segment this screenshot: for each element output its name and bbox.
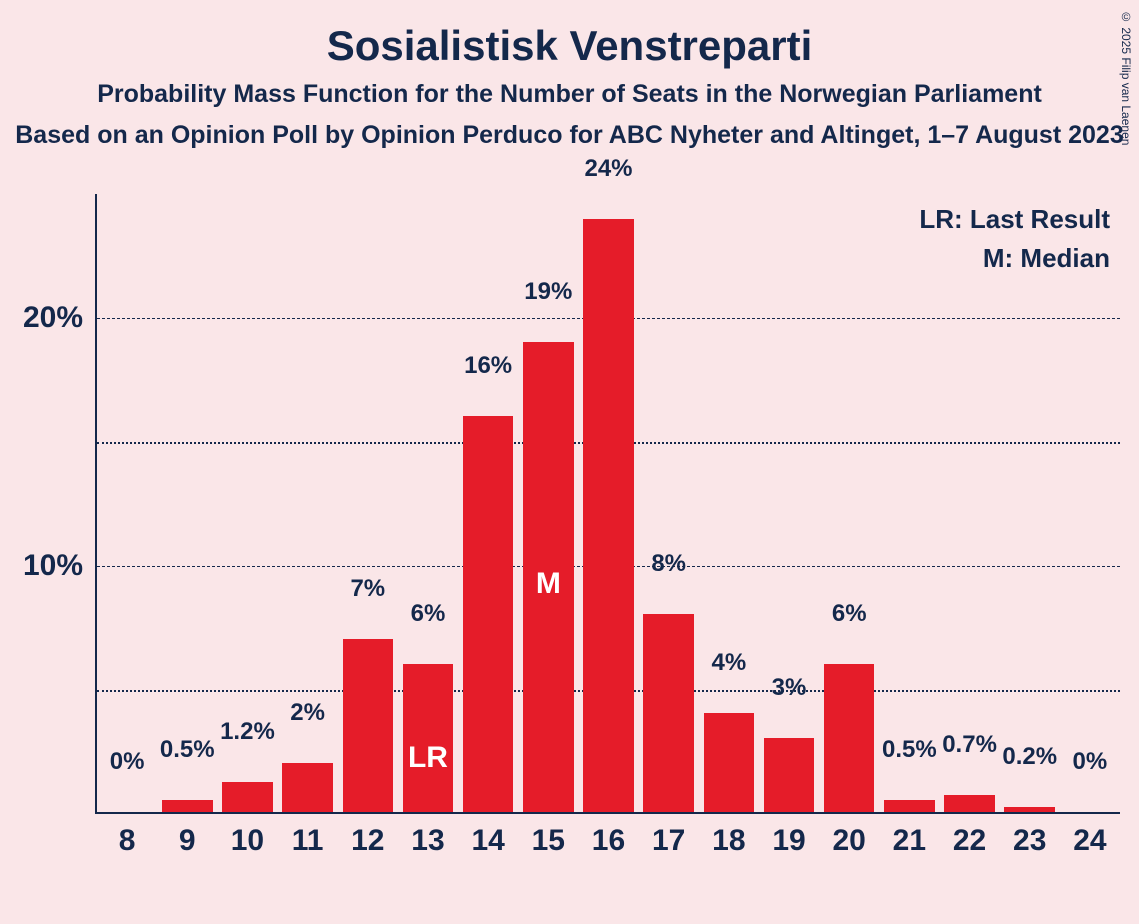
x-tick-label: 19 xyxy=(759,812,819,858)
bar-slot: 8%17 xyxy=(639,194,699,812)
bar-slot: 0.5%21 xyxy=(879,194,939,812)
bar-slot: 19%M15 xyxy=(518,194,578,812)
bar-slot: 3%19 xyxy=(759,194,819,812)
bar-slot: 6%LR13 xyxy=(398,194,458,812)
bar-value-label: 0% xyxy=(1060,748,1120,780)
bar-value-label: 0% xyxy=(97,748,157,780)
bar-lr-label: LR xyxy=(398,741,458,775)
bar-value-label: 4% xyxy=(699,649,759,681)
bar-value-label: 2% xyxy=(278,699,338,731)
x-tick-label: 10 xyxy=(217,812,277,858)
bar xyxy=(824,664,875,812)
bar xyxy=(704,713,755,812)
x-tick-label: 13 xyxy=(398,812,458,858)
bar-slot: 7%12 xyxy=(338,194,398,812)
bar xyxy=(944,795,995,812)
bar-value-label: 1.2% xyxy=(217,718,277,750)
bar-value-label: 0.7% xyxy=(939,731,999,763)
bar-slot: 0.7%22 xyxy=(939,194,999,812)
bar-value-label: 0.2% xyxy=(1000,743,1060,775)
bar-slot: 6%20 xyxy=(819,194,879,812)
bar-slot: 0%8 xyxy=(97,194,157,812)
y-tick-label: 20% xyxy=(23,301,95,335)
x-tick-label: 23 xyxy=(1000,812,1060,858)
bar-value-label: 0.5% xyxy=(879,736,939,768)
bar-value-label: 6% xyxy=(819,600,879,632)
x-tick-label: 12 xyxy=(338,812,398,858)
x-tick-label: 20 xyxy=(819,812,879,858)
bar xyxy=(162,800,213,812)
y-tick-label: 10% xyxy=(23,549,95,583)
x-tick-label: 9 xyxy=(157,812,217,858)
x-tick-label: 18 xyxy=(699,812,759,858)
bar-slot: 1.2%10 xyxy=(217,194,277,812)
bar xyxy=(764,738,815,812)
bar xyxy=(643,614,694,812)
bar-slot: 0.5%9 xyxy=(157,194,217,812)
bars-container: 0%80.5%91.2%102%117%126%LR1316%1419%M152… xyxy=(97,194,1120,812)
bar-value-label: 6% xyxy=(398,600,458,632)
bar-value-label: 0.5% xyxy=(157,736,217,768)
x-tick-label: 14 xyxy=(458,812,518,858)
bar-value-label: 24% xyxy=(578,155,638,187)
x-tick-label: 21 xyxy=(879,812,939,858)
bar-slot: 16%14 xyxy=(458,194,518,812)
plot-area: LR: Last Result M: Median 10%20% 0%80.5%… xyxy=(95,194,1120,814)
bar-slot: 2%11 xyxy=(278,194,338,812)
x-tick-label: 11 xyxy=(278,812,338,858)
bar-value-label: 8% xyxy=(639,550,699,582)
bar-median-label: M xyxy=(518,567,578,601)
bar-value-label: 19% xyxy=(518,278,578,310)
bar-slot: 0%24 xyxy=(1060,194,1120,812)
x-tick-label: 15 xyxy=(518,812,578,858)
bar-value-label: 3% xyxy=(759,674,819,706)
bar xyxy=(222,782,273,812)
copyright-text: © 2025 Filip van Laenen xyxy=(1119,10,1133,145)
bar xyxy=(403,664,454,812)
bar xyxy=(282,763,333,812)
chart-subtitle: Probability Mass Function for the Number… xyxy=(0,80,1139,109)
bar-slot: 24%16 xyxy=(578,194,638,812)
x-tick-label: 24 xyxy=(1060,812,1120,858)
x-tick-label: 8 xyxy=(97,812,157,858)
bar-slot: 0.2%23 xyxy=(1000,194,1060,812)
bar-value-label: 7% xyxy=(338,575,398,607)
x-tick-label: 22 xyxy=(939,812,999,858)
x-tick-label: 16 xyxy=(578,812,638,858)
bar xyxy=(343,639,394,812)
x-tick-label: 17 xyxy=(639,812,699,858)
chart-subtitle-2: Based on an Opinion Poll by Opinion Perd… xyxy=(0,121,1139,150)
bar xyxy=(583,219,634,812)
bar-slot: 4%18 xyxy=(699,194,759,812)
bar xyxy=(884,800,935,812)
bar xyxy=(463,416,514,812)
bar-value-label: 16% xyxy=(458,352,518,384)
chart-title: Sosialistisk Venstreparti xyxy=(0,0,1139,70)
